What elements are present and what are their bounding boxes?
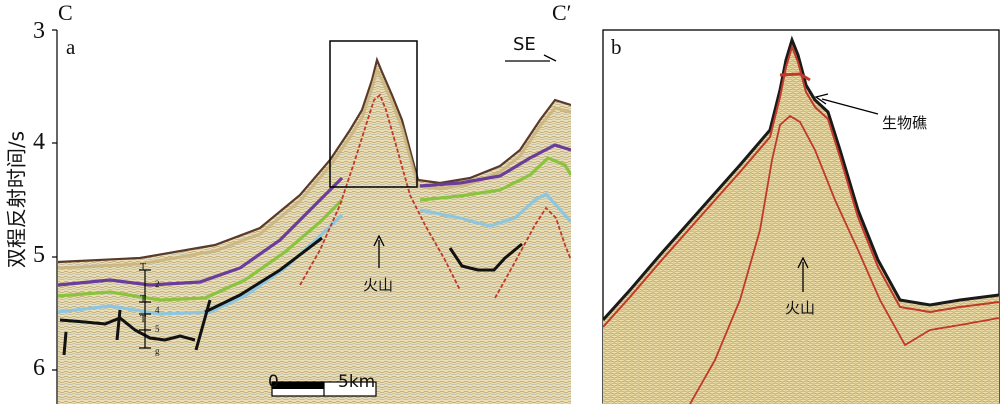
horizon-label-t5: T bbox=[140, 314, 147, 325]
fault-line-4 bbox=[204, 236, 323, 314]
horizon-label-t4: T bbox=[140, 294, 147, 305]
reef-label: 生物礁 bbox=[882, 114, 928, 132]
volcano-outline-main bbox=[299, 93, 461, 291]
depression-reflector bbox=[448, 242, 523, 272]
horizon-label-2: 2 bbox=[155, 279, 160, 289]
fault-line-1 bbox=[62, 331, 68, 356]
scale-start-label: 0 bbox=[268, 372, 279, 392]
seismic-section-b bbox=[603, 40, 999, 404]
sea-floor-reflector bbox=[58, 56, 571, 264]
horizon-label-5: 5 bbox=[155, 324, 160, 334]
basement-reflector bbox=[59, 316, 196, 342]
horizon-label-g: g bbox=[155, 346, 160, 356]
fault-line-3 bbox=[194, 299, 212, 351]
panel-b bbox=[602, 29, 1000, 404]
volcano-label-b: 火山 bbox=[785, 299, 816, 317]
panel-b-label: b bbox=[611, 35, 622, 59]
sea-floor-reflector-b bbox=[603, 35, 1000, 322]
y-tick-6: 6 bbox=[33, 355, 45, 381]
scale-end-label: 5km bbox=[338, 372, 376, 392]
horizon-blue bbox=[58, 191, 571, 316]
panel-a bbox=[52, 29, 571, 404]
section-end-label: C′ bbox=[552, 0, 572, 25]
horizon-green bbox=[58, 156, 571, 302]
horizon-label-t2: T bbox=[140, 262, 147, 273]
direction-label: SE bbox=[513, 34, 536, 55]
seismic-section-a bbox=[58, 60, 571, 404]
scale-bar bbox=[271, 381, 377, 397]
horizon-label-4: 4 bbox=[155, 305, 160, 315]
detail-box bbox=[329, 40, 418, 188]
volcano-label-a: 火山 bbox=[363, 276, 394, 294]
volcano-outline-b bbox=[689, 114, 1000, 404]
reef-arrow bbox=[821, 98, 879, 115]
horizon-markers bbox=[139, 269, 151, 349]
y-tick-4: 4 bbox=[33, 129, 45, 155]
y-tick-5: 5 bbox=[33, 242, 45, 268]
fault-line-2 bbox=[115, 309, 122, 341]
horizon-purple bbox=[58, 143, 571, 287]
section-start-label: C bbox=[58, 0, 73, 25]
volcano-outline-secondary bbox=[494, 206, 571, 299]
panel-a-label: a bbox=[66, 35, 76, 59]
y-tick-3: 3 bbox=[33, 18, 45, 44]
